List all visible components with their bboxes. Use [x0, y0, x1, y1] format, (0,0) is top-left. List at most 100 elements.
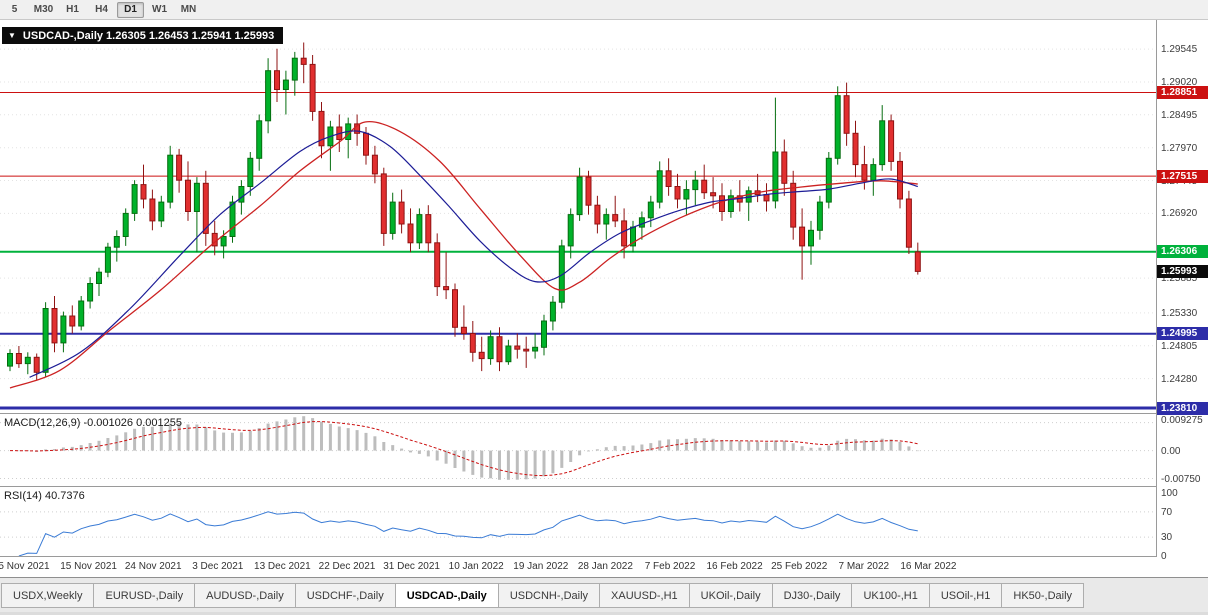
candle — [888, 114, 895, 171]
macd-axis-label: 0.00 — [1161, 445, 1181, 457]
price-chart-pane[interactable] — [0, 20, 1156, 413]
candle — [816, 195, 823, 240]
chart-tab-uk100-h1[interactable]: UK100-,H1 — [852, 583, 930, 608]
candle — [202, 170, 209, 246]
price-tick: 1.24805 — [1161, 340, 1198, 352]
price-axis[interactable]: 1.295451.290201.284951.279701.274451.269… — [1156, 20, 1208, 562]
time-axis[interactable]: 5 Nov 2021 15 Nov 2021 24 Nov 2021 3 Dec 20… — [0, 557, 1156, 577]
candle — [407, 208, 414, 253]
chart-tab-audusd-daily[interactable]: AUDUSD-,Daily — [195, 583, 296, 608]
candle — [104, 242, 111, 278]
candle — [158, 195, 165, 228]
timeframe-button-m30[interactable]: M30 — [33, 4, 54, 15]
time-label: 7 Feb 2022 — [644, 561, 696, 572]
candle — [790, 170, 797, 240]
candle — [60, 311, 67, 353]
chart-tab-dj30-daily[interactable]: DJ30-,Daily — [772, 583, 853, 608]
candle — [167, 145, 174, 209]
time-label: 15 Nov 2021 — [60, 561, 117, 572]
chart-tab-hk50-daily[interactable]: HK50-,Daily — [1002, 583, 1085, 608]
candle — [808, 220, 814, 265]
price-tick: 1.29020 — [1161, 77, 1198, 88]
timeframe-button-h1[interactable]: H1 — [66, 4, 79, 15]
price-tick: 1.26920 — [1161, 208, 1198, 220]
time-label: 16 Feb 2022 — [706, 561, 763, 572]
candle — [176, 148, 183, 193]
candle — [425, 205, 432, 253]
candle — [692, 170, 699, 206]
chart-tab-eurusd-daily[interactable]: EURUSD-,Daily — [94, 583, 196, 608]
candle — [443, 252, 450, 300]
candle — [905, 190, 912, 254]
rsi-line — [18, 511, 918, 556]
candle — [309, 55, 316, 121]
timeframe-button-w1[interactable]: W1 — [152, 4, 167, 15]
price-tick: 1.25330 — [1161, 307, 1198, 319]
timeframe-button-5[interactable]: 5 — [11, 4, 18, 15]
candle — [193, 177, 200, 253]
hline-price-badge: 1.28851 — [1157, 86, 1208, 99]
time-label: 5 Nov 2021 — [0, 561, 50, 572]
candle — [852, 120, 859, 178]
time-label: 24 Nov 2021 — [124, 561, 182, 572]
candle — [576, 167, 583, 221]
candle — [478, 336, 485, 372]
timeframe-button-h4[interactable]: H4 — [95, 4, 108, 15]
rsi-axis-label: 30 — [1161, 532, 1173, 544]
pane-separator[interactable] — [0, 413, 1208, 414]
price-tick: 1.27970 — [1161, 142, 1198, 154]
current-price-badge: 1.25993 — [1157, 264, 1208, 278]
rsi-axis-label: 100 — [1161, 488, 1178, 499]
tabbar-strip — [0, 612, 1208, 615]
chart-tab-ukoil-daily[interactable]: UKOil-,Daily — [689, 583, 773, 608]
macd-pane[interactable] — [0, 414, 1156, 486]
timeframe-button-mn[interactable]: MN — [180, 4, 197, 15]
chart-tab-usdchf-daily[interactable]: USDCHF-,Daily — [295, 583, 396, 608]
candle — [398, 189, 405, 234]
collapse-triangle-icon[interactable]: ▼ — [8, 31, 16, 40]
time-label: 7 Mar 2022 — [838, 561, 890, 572]
candle — [131, 180, 138, 221]
pane-separator — [0, 556, 1208, 557]
time-label: 13 Dec 2021 — [254, 561, 311, 572]
candle — [300, 42, 307, 84]
candle — [291, 51, 298, 96]
candle — [763, 183, 770, 212]
candle — [558, 239, 565, 309]
ohlc-text: USDCAD-,Daily 1.26305 1.26453 1.25941 1.… — [22, 29, 275, 42]
candle — [469, 321, 476, 362]
candle — [585, 170, 592, 215]
timeframe-toolbar: 5 M30 H1 H4 D1 W1 MN — [0, 0, 1208, 20]
candle — [541, 314, 547, 356]
rsi-axis-label: 70 — [1161, 506, 1173, 518]
chart-tab-usdcnh-daily[interactable]: USDCNH-,Daily — [498, 583, 601, 608]
chart-tab-usoil-h1[interactable]: USOil-,H1 — [929, 583, 1003, 608]
candle — [149, 189, 156, 231]
candle — [870, 158, 877, 196]
candle — [15, 346, 22, 368]
chart-region: 1.295451.290201.284951.279701.274451.269… — [0, 20, 1208, 577]
chart-tab-xauusd-h1[interactable]: XAUUSD-,H1 — [600, 583, 690, 608]
price-tick: 1.28495 — [1161, 109, 1198, 121]
hline-price-badge: 1.23810 — [1157, 401, 1208, 415]
macd-histogram — [17, 416, 920, 480]
candle — [33, 353, 40, 381]
chart-tab-usdx-weekly[interactable]: USDX,Weekly — [1, 583, 95, 608]
rsi-pane[interactable] — [0, 487, 1156, 556]
time-label: 19 Jan 2022 — [513, 561, 569, 572]
candle — [665, 158, 672, 196]
candle — [274, 48, 280, 102]
chart-tabs: USDX,Weekly EURUSD-,Daily AUDUSD-,Daily USD… — [0, 578, 1208, 608]
candle — [799, 208, 806, 280]
candle — [282, 70, 289, 115]
candle — [327, 120, 334, 171]
timeframe-button-d1[interactable]: D1 — [117, 1, 144, 18]
candle — [185, 161, 191, 221]
candle — [51, 296, 58, 353]
pane-separator[interactable] — [0, 486, 1208, 487]
rsi-axis-label: 0 — [1161, 551, 1167, 562]
rsi-label: RSI(14) 40.7376 — [4, 490, 85, 502]
chart-tab-usdcad-daily[interactable]: USDCAD-,Daily — [395, 583, 499, 608]
candle — [96, 267, 102, 296]
